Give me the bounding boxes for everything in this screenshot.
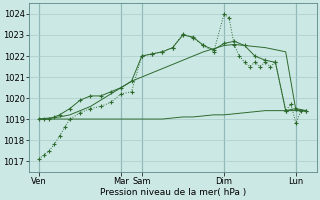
- X-axis label: Pression niveau de la mer( hPa ): Pression niveau de la mer( hPa ): [100, 188, 246, 197]
